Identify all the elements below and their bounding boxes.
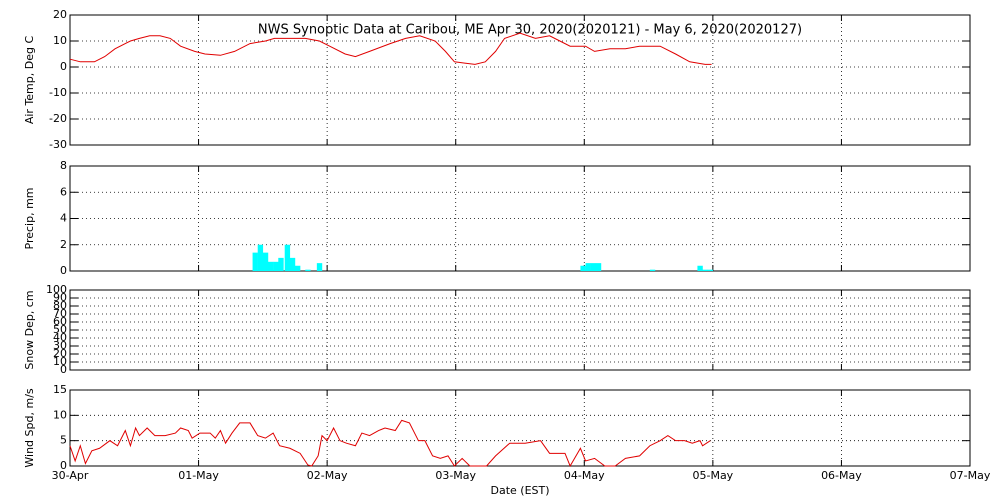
y-tick-label: 6: [60, 185, 67, 198]
y-tick-label: -10: [49, 86, 67, 99]
y-tick-label: 40: [53, 331, 67, 344]
bar: [585, 263, 591, 271]
plot-frame: [69, 289, 971, 371]
y-tick-label: 80: [53, 299, 67, 312]
x-axis-label: Date (EST): [490, 484, 549, 497]
y-tick-label: 8: [60, 159, 67, 172]
bar: [289, 257, 296, 271]
bar: [278, 257, 284, 271]
bar: [316, 263, 323, 271]
bar: [295, 265, 301, 271]
y-tick-label: 10: [53, 34, 67, 47]
y-axis-label: Wind Spd, m/s: [23, 388, 36, 468]
plot-frame: [69, 389, 971, 467]
chart-title: NWS Synoptic Data at Caribou, ME Apr 30,…: [258, 23, 802, 38]
y-tick-label: 5: [60, 434, 67, 447]
bar: [284, 244, 291, 271]
bar: [590, 263, 597, 271]
y-axis-label: Air Temp, Deg C: [23, 36, 36, 125]
bar: [252, 252, 258, 271]
bar: [257, 244, 264, 271]
y-tick-label: 30: [53, 339, 67, 352]
y-tick-label: 10: [53, 355, 67, 368]
x-tick-label: 03-May: [435, 469, 476, 482]
data-line: [69, 419, 711, 468]
bar: [273, 261, 279, 271]
plot-frame: [69, 14, 971, 146]
y-tick-label: 4: [60, 212, 67, 225]
y-tick-label: 70: [53, 307, 67, 320]
y-tick-label: 50: [53, 323, 67, 336]
bar: [305, 269, 311, 271]
y-tick-label: 0: [60, 459, 67, 472]
x-tick-label: 04-May: [564, 469, 605, 482]
bar: [595, 263, 602, 271]
bar: [707, 269, 714, 271]
y-axis-label: Precip, mm: [23, 188, 36, 250]
y-tick-label: 90: [53, 291, 67, 304]
x-tick-label: 06-May: [821, 469, 862, 482]
x-tick-label: 01-May: [178, 469, 219, 482]
bar: [649, 269, 656, 271]
y-tick-label: 20: [53, 347, 67, 360]
y-tick-label: 10: [53, 408, 67, 421]
bar: [268, 261, 274, 271]
bar: [702, 269, 708, 271]
y-tick-label: -20: [49, 112, 67, 125]
x-tick-label: 02-May: [307, 469, 348, 482]
y-tick-label: 20: [53, 8, 67, 21]
x-tick-label: 30-Apr: [52, 469, 89, 482]
bar: [580, 265, 586, 271]
data-line: [69, 32, 712, 65]
y-tick-label: 0: [60, 60, 67, 73]
y-tick-label: 0: [60, 264, 67, 277]
plot-frame: [69, 165, 971, 272]
x-tick-label: 05-May: [692, 469, 733, 482]
y-tick-label: 0: [60, 363, 67, 376]
y-tick-label: 100: [46, 283, 67, 296]
y-tick-label: -30: [49, 138, 67, 151]
bar: [697, 265, 703, 271]
x-tick-label: 07-May: [950, 469, 991, 482]
y-tick-label: 2: [60, 238, 67, 251]
bar: [262, 252, 269, 271]
y-tick-label: 15: [53, 383, 67, 396]
y-axis-label: Snow Dep, cm: [23, 290, 36, 369]
y-tick-label: 60: [53, 315, 67, 328]
